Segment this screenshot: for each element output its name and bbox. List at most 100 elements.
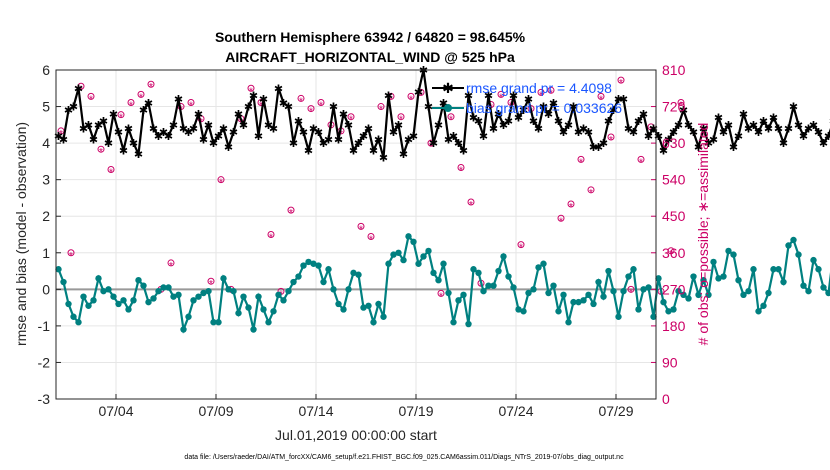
rmse-point: ✱ [249, 91, 258, 103]
rmse-point: ✱ [544, 109, 553, 121]
rmse-point: ✱ [749, 120, 758, 132]
obs-possible-point [557, 214, 565, 222]
chart-title-line-1: Southern Hemisphere 63942 / 64820 = 98.6… [215, 29, 526, 45]
bias-point [150, 295, 157, 302]
obs-assimilated-point: * [249, 86, 253, 97]
rmse-point: ✱ [144, 98, 153, 110]
bias-point [565, 319, 572, 326]
bias-point [585, 291, 592, 299]
bias-point [295, 273, 302, 280]
bias-point [450, 319, 457, 326]
obs-assimilated-point: * [669, 249, 673, 260]
obs-possible-point [597, 92, 605, 100]
rmse-point: ✱ [369, 145, 378, 157]
rmse-point: ✱ [524, 94, 533, 106]
rmse-point: ✱ [274, 83, 283, 95]
rmse-point: ✱ [664, 134, 673, 146]
bias-point [185, 313, 192, 320]
obs-possible-point [497, 90, 505, 98]
bias-point [210, 319, 217, 326]
obs-assimilated-point: * [189, 101, 193, 112]
obs-assimilated-point: * [149, 82, 153, 93]
obs-assimilated-point: * [469, 200, 473, 211]
bias-point [165, 284, 172, 291]
bias-point [775, 266, 782, 273]
obs-possible-point [287, 206, 295, 214]
obs-possible-point [137, 90, 145, 98]
obs-assimilated-point: * [239, 117, 243, 128]
obs-possible-point [647, 123, 655, 131]
bias-point [525, 289, 532, 297]
bias-point [245, 304, 252, 311]
rmse-point: ✱ [509, 91, 518, 103]
tick-label-x: 07/04 [98, 403, 133, 419]
bias-point [825, 289, 830, 297]
obs-assimilated-point: * [409, 94, 413, 105]
rmse-point: ✱ [229, 127, 238, 139]
bias-point [520, 308, 527, 315]
bias-point [640, 286, 647, 293]
rmse-point: ✱ [354, 138, 363, 150]
obs-assimilated-point: * [169, 261, 173, 272]
rmse-point: ✱ [769, 113, 778, 125]
obs-possible-point [187, 98, 195, 106]
bias-point [105, 286, 112, 293]
obs-possible-point [637, 155, 645, 163]
rmse-point: ✱ [639, 109, 648, 121]
bias-point [75, 319, 82, 326]
tick-label-left: -2 [38, 354, 51, 370]
bias-point [740, 291, 747, 299]
rmse-point: ✱ [684, 120, 693, 132]
obs-possible-point [547, 86, 555, 94]
bias-point [670, 306, 677, 313]
bias-point [100, 287, 107, 295]
obs-assimilated-point: * [619, 78, 623, 89]
plot-frame [55, 69, 657, 400]
bias-point [465, 320, 472, 328]
bias-point [785, 242, 792, 249]
obs-assimilated-point: * [359, 224, 363, 235]
rmse-point: ✱ [99, 116, 108, 128]
rmse-point: ✱ [424, 102, 433, 114]
tick-label-right: 0 [662, 391, 670, 407]
rmse-point: ✱ [604, 116, 613, 128]
obs-assimilated-point: * [499, 92, 503, 103]
bias-point [750, 266, 757, 273]
bias-point [430, 269, 437, 277]
rmse-point: ✱ [104, 138, 113, 150]
obs-assimilated-point: * [599, 94, 603, 105]
bias-point [515, 306, 522, 313]
bias-point [420, 253, 427, 260]
bias-point [225, 286, 232, 293]
bias-point [65, 300, 72, 308]
tick-label-right: 180 [662, 318, 686, 334]
rmse-point: ✱ [584, 127, 593, 139]
rmse-point: ✱ [589, 142, 598, 154]
bias-point [760, 302, 767, 309]
rmse-point: ✱ [219, 123, 228, 135]
bias-point [300, 262, 307, 269]
rmse-point: ✱ [299, 127, 308, 139]
obs-assimilated-point: * [419, 90, 423, 101]
rmse-point: ✱ [714, 113, 723, 125]
bias-point [475, 269, 482, 277]
tick-label-right: 720 [662, 99, 686, 115]
bias-point [80, 293, 87, 300]
tick-label-x: 07/14 [298, 403, 333, 419]
rmse-point: ✱ [289, 138, 298, 150]
rmse-point: ✱ [154, 131, 163, 143]
obs-possible-point [267, 231, 275, 238]
obs-possible-point [307, 105, 315, 113]
bias-point [575, 298, 582, 306]
bias-point [550, 282, 557, 289]
bias-point [55, 266, 62, 273]
rmse-point: ✱ [574, 127, 583, 139]
bias-point [580, 297, 587, 304]
bias-point [60, 278, 67, 286]
bias-point [280, 297, 287, 304]
bias-point [220, 275, 227, 282]
rmse-point: ✱ [194, 109, 203, 121]
rmse-point: ✱ [214, 131, 223, 143]
obs-possible-point [467, 198, 475, 206]
rmse-point: ✱ [114, 127, 123, 139]
